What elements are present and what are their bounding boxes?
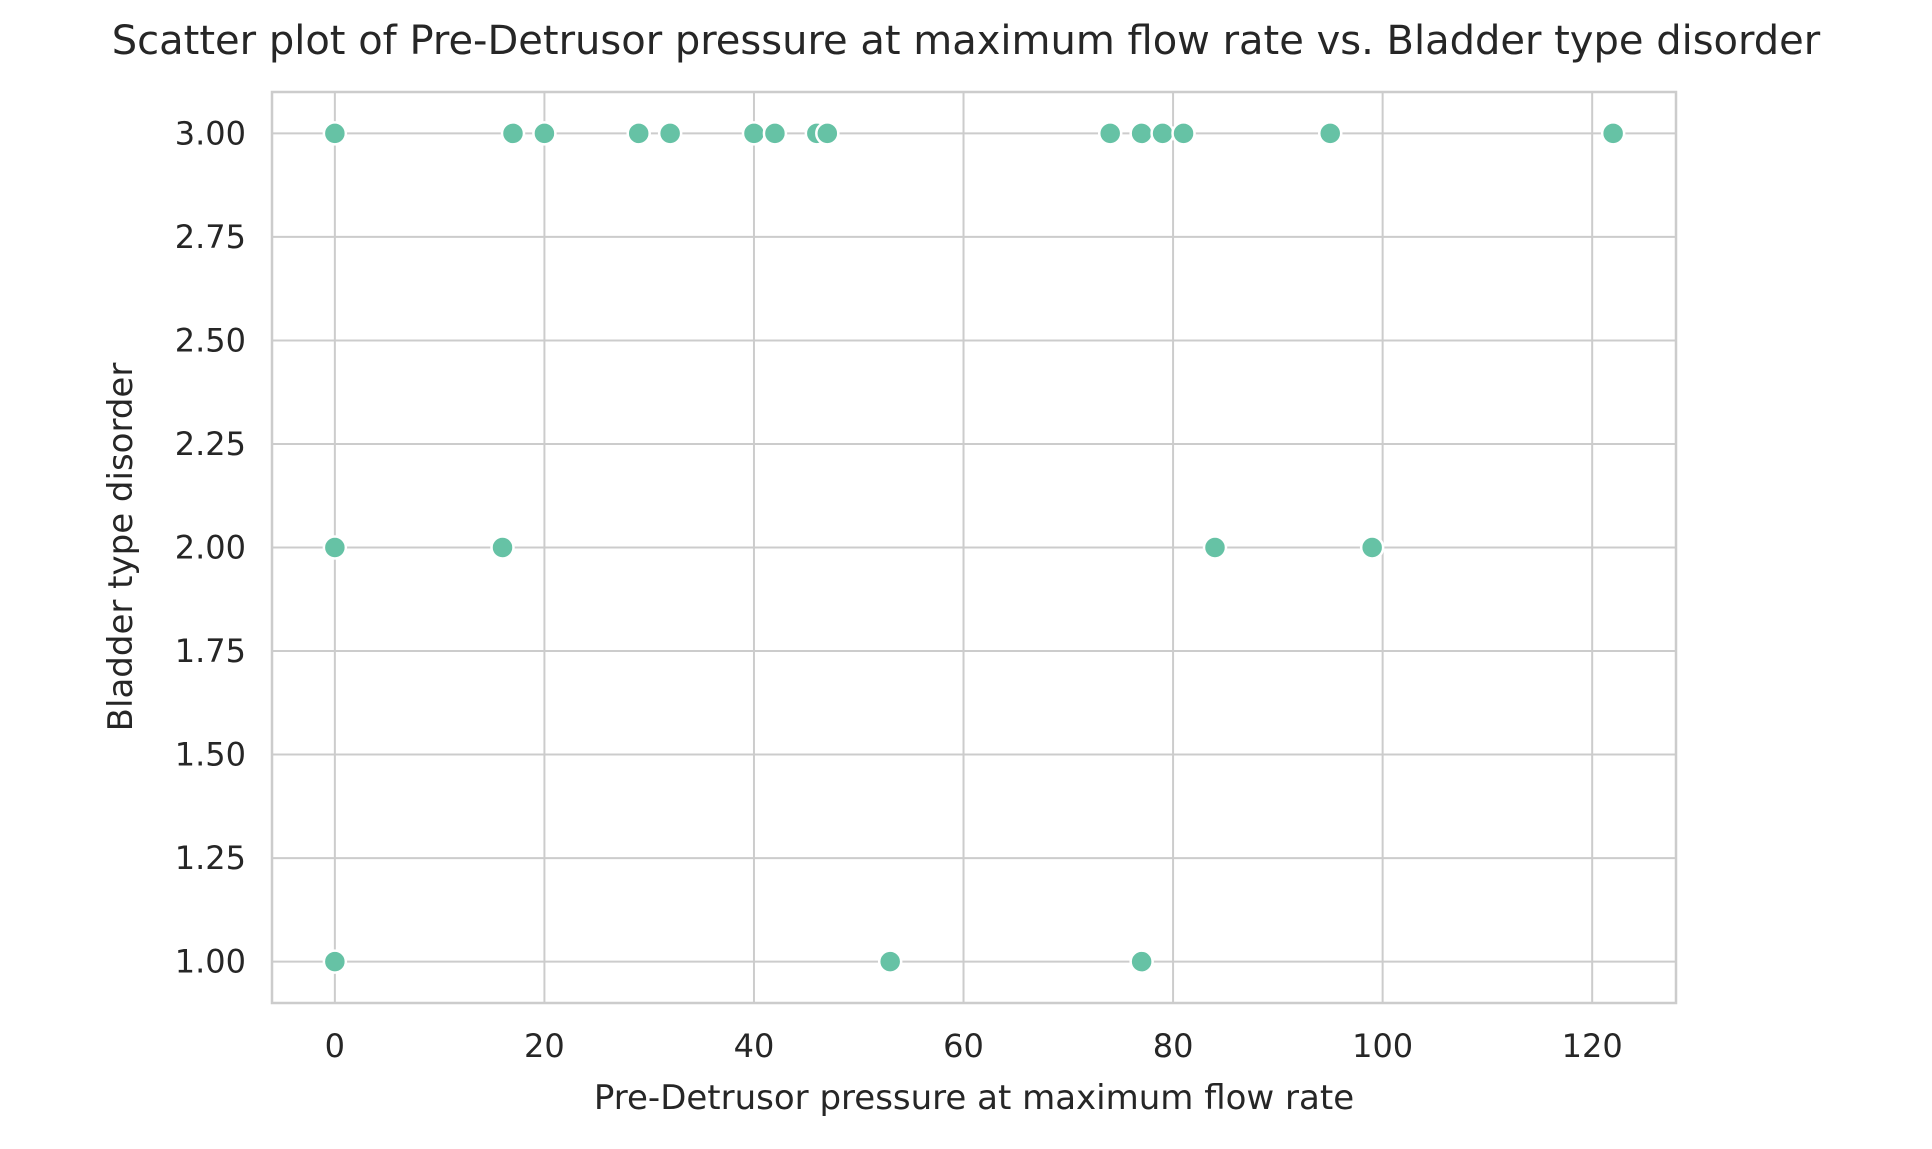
data-point bbox=[1171, 121, 1196, 146]
y-tick-label: 1.00 bbox=[175, 943, 246, 981]
x-tick-label: 40 bbox=[734, 1027, 775, 1065]
data-point bbox=[877, 949, 903, 974]
x-tick-label: 80 bbox=[1153, 1027, 1194, 1065]
data-point bbox=[1129, 121, 1154, 146]
y-tick-label: 1.50 bbox=[175, 736, 246, 774]
x-tick-label: 100 bbox=[1352, 1027, 1413, 1065]
data-point bbox=[1202, 535, 1228, 560]
data-point bbox=[500, 121, 526, 146]
y-tick-label: 3.00 bbox=[175, 114, 246, 152]
x-tick-label: 60 bbox=[943, 1027, 984, 1065]
data-points bbox=[322, 121, 1626, 974]
chart-title: Scatter plot of Pre-Detrusor pressure at… bbox=[112, 18, 1821, 64]
data-point bbox=[762, 121, 788, 146]
data-point bbox=[322, 535, 348, 560]
data-point bbox=[1129, 949, 1154, 974]
y-tick-label: 2.50 bbox=[175, 321, 246, 359]
data-point bbox=[1150, 121, 1175, 146]
data-point bbox=[741, 121, 767, 146]
data-point bbox=[657, 121, 683, 146]
x-tick-label: 120 bbox=[1562, 1027, 1623, 1065]
x-tick-label: 20 bbox=[524, 1027, 565, 1065]
tick-labels: 0 20 40 60 80 100 120 1.00 1.25 1.50 1.75 2.00 2.25 2… bbox=[175, 114, 1623, 1065]
data-point bbox=[1097, 121, 1123, 146]
grid-lines bbox=[272, 92, 1676, 1003]
data-point bbox=[626, 121, 651, 146]
plot-area-frame bbox=[270, 90, 1678, 1005]
y-tick-label: 2.75 bbox=[175, 218, 246, 256]
data-point bbox=[1359, 535, 1385, 560]
data-point bbox=[815, 121, 840, 146]
y-tick-label: 2.25 bbox=[175, 425, 246, 463]
y-tick-label: 2.00 bbox=[175, 529, 246, 567]
data-point bbox=[322, 121, 348, 146]
data-point bbox=[1317, 121, 1343, 146]
x-axis-label: Pre-Detrusor pressure at maximum flow ra… bbox=[594, 1078, 1354, 1118]
data-point bbox=[532, 121, 557, 146]
y-tick-label: 1.75 bbox=[175, 632, 246, 670]
data-point bbox=[1600, 121, 1626, 146]
data-point bbox=[322, 949, 348, 974]
x-tick-label: 0 bbox=[325, 1027, 345, 1065]
y-axis-label: Bladder type disorder bbox=[101, 363, 141, 732]
data-point bbox=[490, 535, 515, 560]
y-tick-label: 1.25 bbox=[175, 839, 246, 877]
